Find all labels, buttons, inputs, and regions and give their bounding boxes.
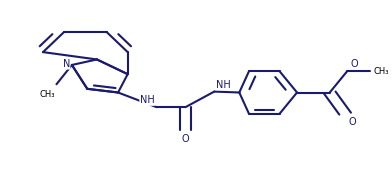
Text: NH: NH — [140, 95, 154, 105]
Text: N: N — [63, 59, 70, 69]
Text: O: O — [181, 134, 189, 144]
Text: CH₃: CH₃ — [373, 67, 389, 76]
Text: O: O — [350, 59, 358, 69]
Text: O: O — [348, 117, 356, 127]
Text: CH₃: CH₃ — [39, 90, 54, 99]
Text: NH: NH — [216, 80, 231, 90]
